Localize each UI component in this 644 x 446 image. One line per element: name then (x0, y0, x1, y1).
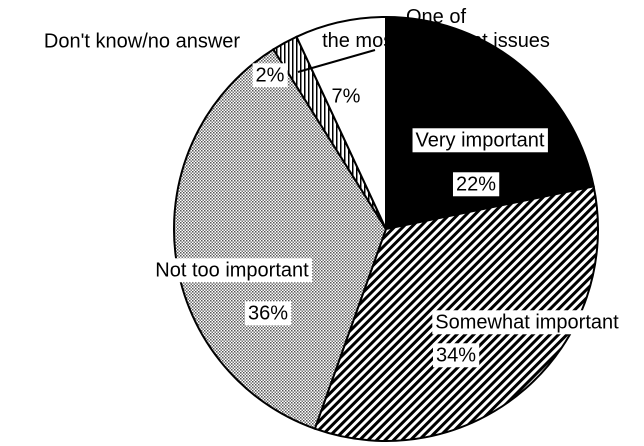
label-background (432, 310, 623, 335)
slice-label: Somewhat important (435, 311, 619, 333)
slice-label: Don't know/no answer (44, 30, 240, 52)
label-background (452, 172, 500, 197)
value-label: 36% (248, 302, 288, 324)
pie-slice (385, 15, 595, 231)
label-background (152, 258, 313, 283)
pie-slice (295, 15, 387, 230)
pie-slice (173, 47, 388, 430)
labels: Very important 22% Somewhat important 34% No… (44, 6, 623, 368)
slice-label: Very important (416, 129, 545, 151)
value-label: 7% (332, 85, 361, 107)
label-background (412, 128, 548, 153)
slices (173, 15, 599, 442)
label-background (432, 343, 480, 368)
label-background (252, 63, 288, 88)
value-label: 2% (256, 64, 285, 86)
slice-label: Not too important (155, 259, 309, 281)
value-label: 34% (436, 344, 476, 366)
value-label: 22% (456, 173, 496, 195)
label-background (244, 301, 292, 326)
slice-label: One of the most important issues (322, 6, 550, 52)
leader-line (297, 49, 376, 73)
